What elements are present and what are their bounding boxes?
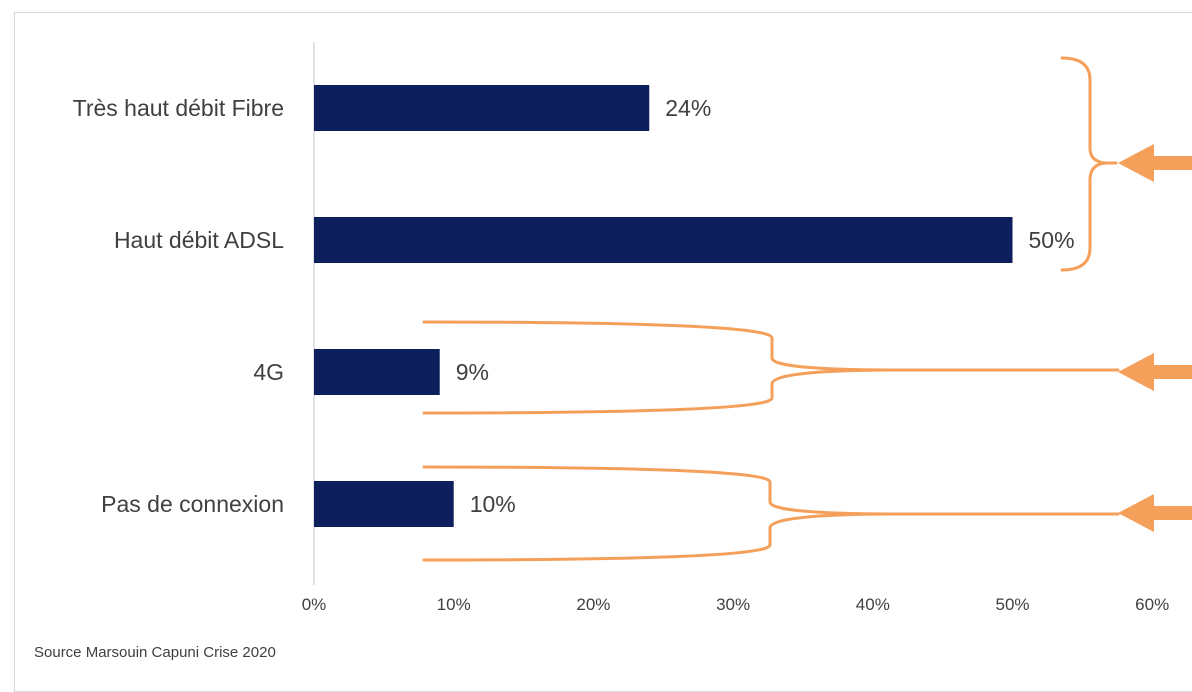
x-tick-label: 60% — [1135, 595, 1169, 614]
x-tick-label: 20% — [576, 595, 610, 614]
category-label: Haut débit ADSL — [114, 227, 284, 253]
category-label: Très haut débit Fibre — [73, 95, 284, 121]
bar — [314, 349, 440, 395]
bars: Très haut débit Fibre 24% Haut débit ADSL 5… — [73, 85, 1075, 527]
x-tick-label: 0% — [302, 595, 327, 614]
x-tick-label: 10% — [437, 595, 471, 614]
category-label: 4G — [253, 359, 284, 385]
x-axis-ticks: 0% 10% 20% 30% 40% 50% 60% — [302, 595, 1170, 614]
data-label: 24% — [665, 95, 711, 121]
source-note: Source Marsouin Capuni Crise 2020 — [34, 644, 276, 661]
x-tick-label: 40% — [856, 595, 890, 614]
x-tick-label: 30% — [716, 595, 750, 614]
arrow-left-icon — [1118, 353, 1154, 391]
arrow-left-icon — [1118, 144, 1154, 182]
bracket-annotations — [422, 56, 1192, 562]
lower-bracket — [422, 465, 1120, 562]
middle-bracket — [422, 320, 1120, 415]
arrow-left-icon — [1118, 494, 1154, 532]
bar-chart: Très haut débit Fibre 24% Haut débit ADSL 5… — [73, 42, 1192, 614]
x-tick-label: 50% — [995, 595, 1029, 614]
data-label: 9% — [456, 359, 489, 385]
bar — [314, 217, 1013, 263]
bar — [314, 481, 454, 527]
upper-bracket — [1060, 56, 1118, 272]
bar — [314, 85, 650, 131]
data-label: 10% — [470, 491, 516, 517]
category-label: Pas de connexion — [101, 491, 284, 517]
data-label: 50% — [1029, 227, 1075, 253]
